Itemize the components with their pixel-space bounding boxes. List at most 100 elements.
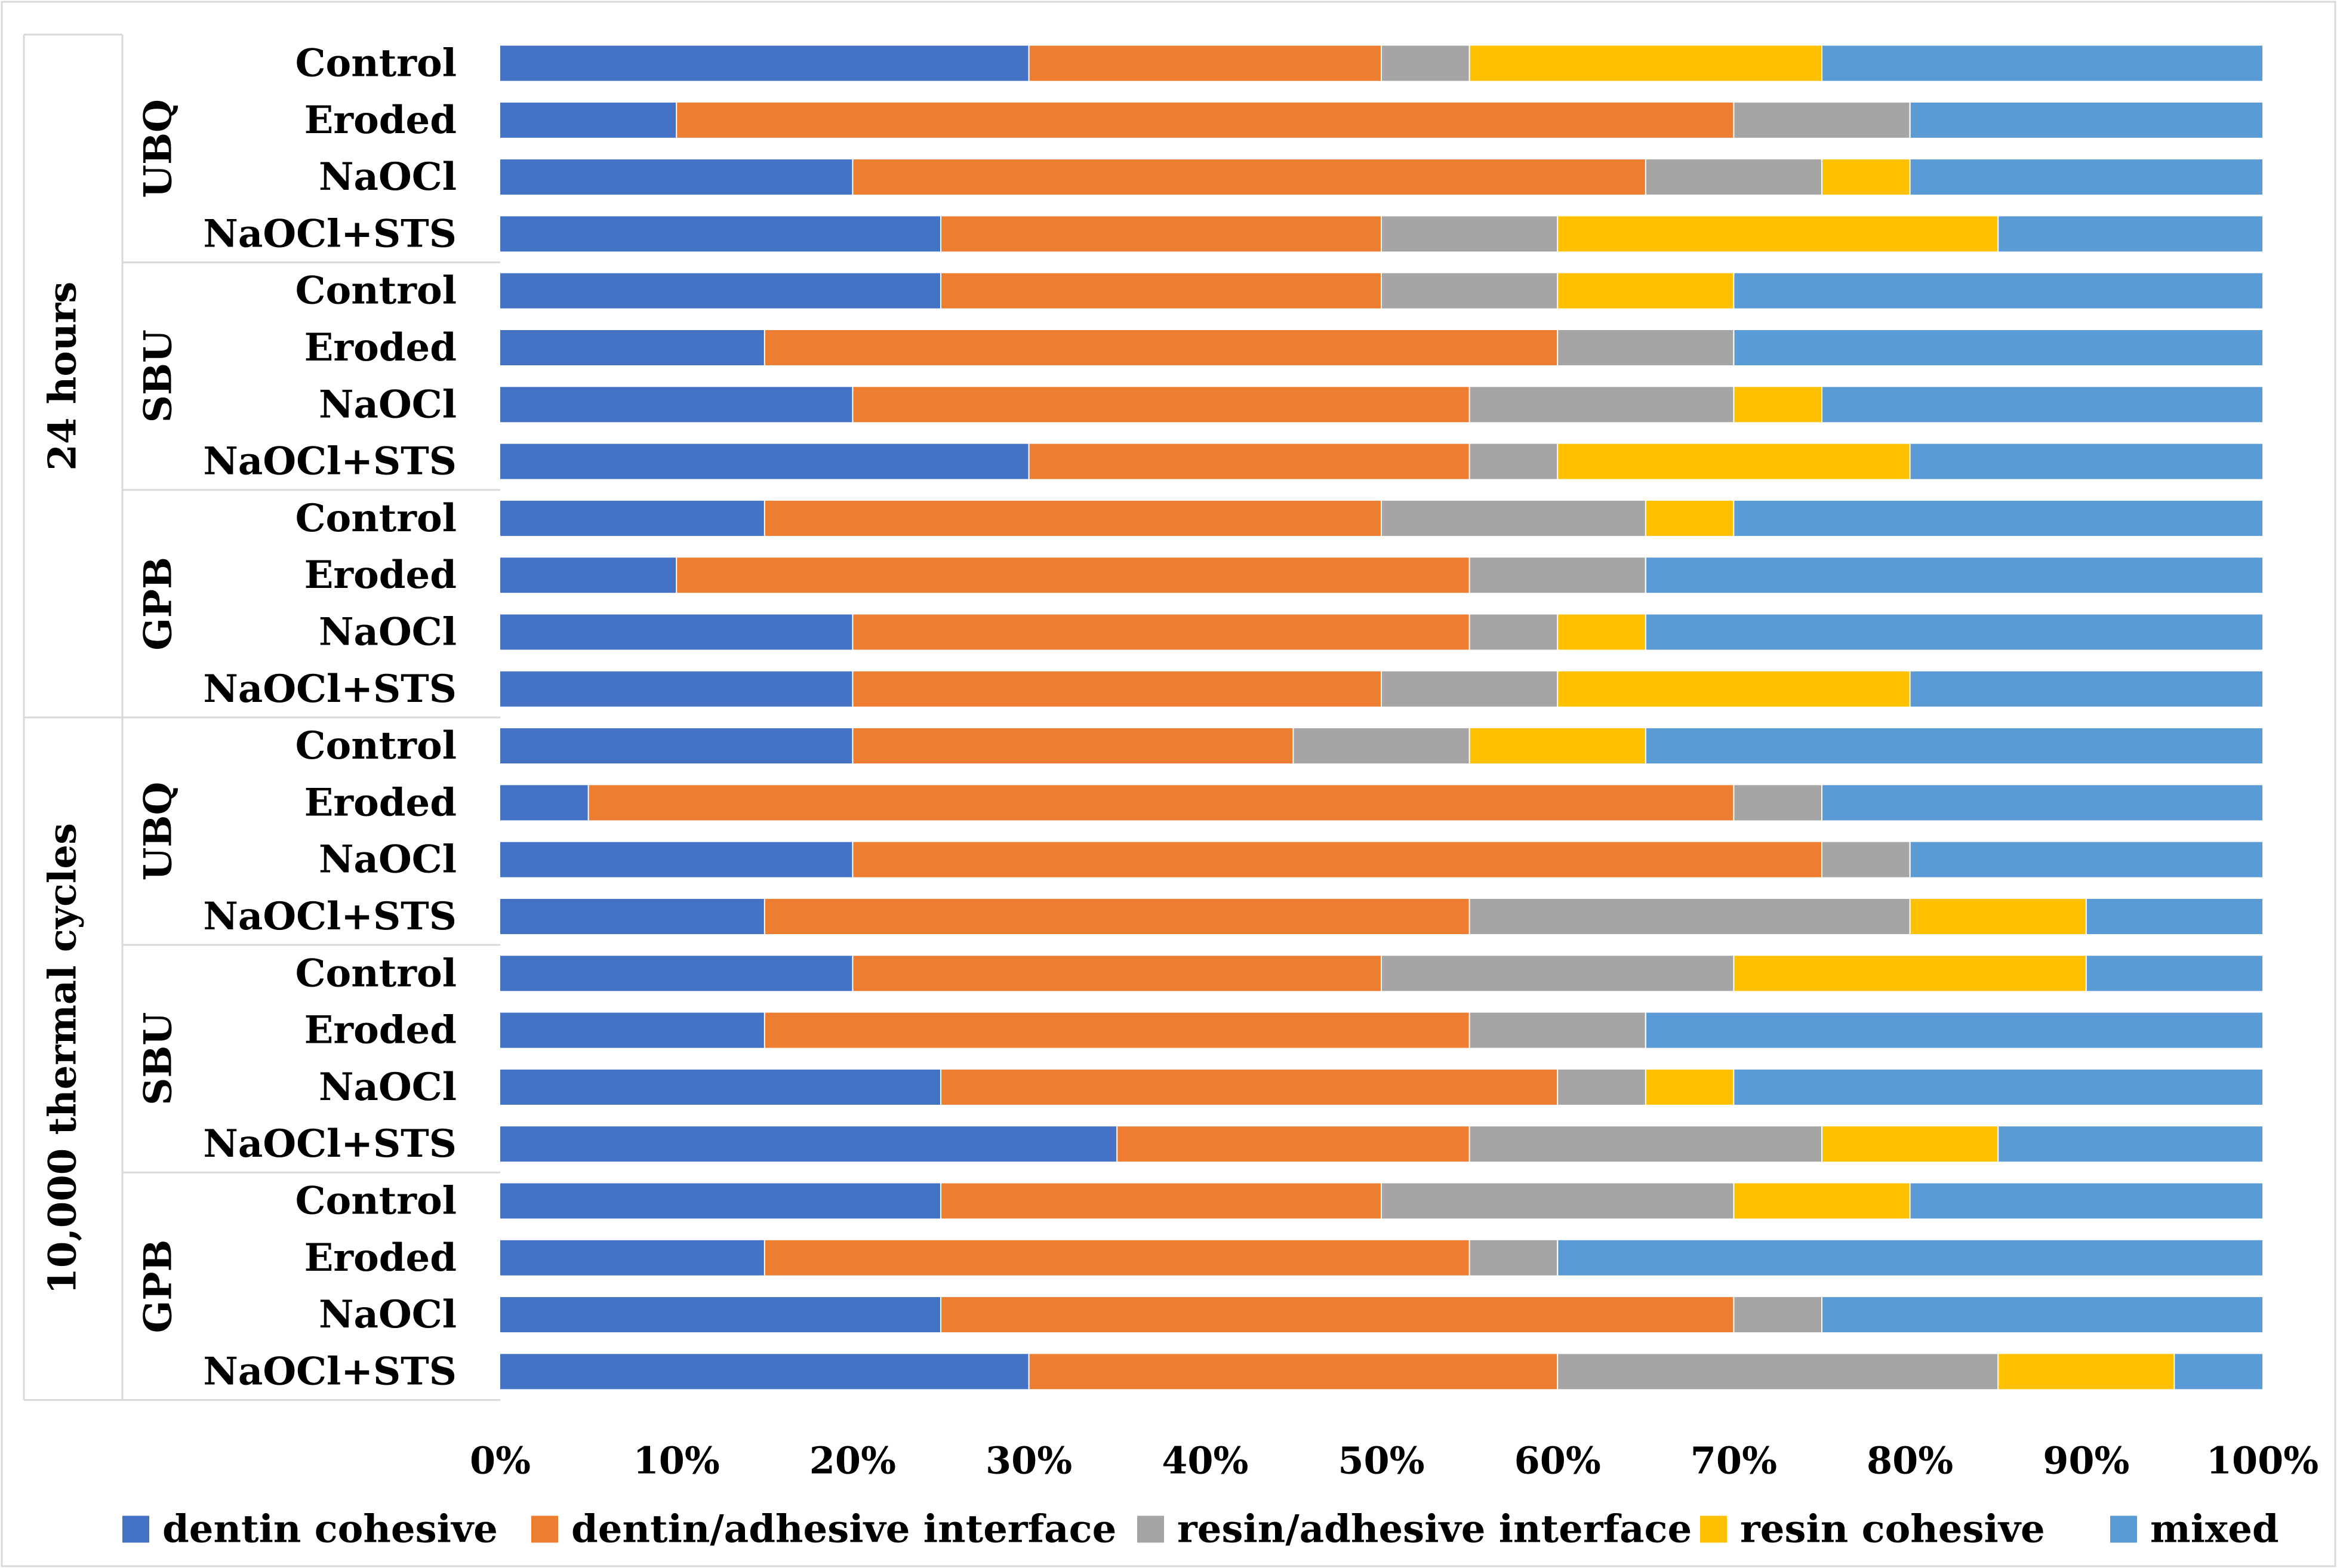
- bar-segment: [852, 842, 1822, 877]
- x-tick-label: 0%: [470, 1439, 531, 1483]
- category-label: Control: [295, 41, 457, 86]
- bar-segment: [1998, 1126, 2262, 1162]
- bar-segment: [941, 273, 1381, 309]
- category-label: NaOCl+STS: [203, 1122, 457, 1166]
- bar-segment: [1733, 102, 1910, 138]
- bar-segment: [1557, 273, 1734, 309]
- bar-segment: [1733, 330, 2262, 365]
- bar-segment: [1733, 1297, 1822, 1333]
- bar-segment: [1293, 728, 1470, 764]
- x-axis: 0% 10% 20% 30% 40% 50% 60% 70% 80% 90% 100%: [470, 1439, 2318, 1483]
- bar-segment: [1469, 1240, 1558, 1276]
- legend-swatch: [1700, 1515, 1727, 1543]
- bar-segment: [1645, 557, 2262, 593]
- bar-segment: [1645, 1012, 2262, 1048]
- bar-segment: [588, 785, 1734, 821]
- legend-swatch: [531, 1515, 558, 1543]
- bar-segment: [852, 956, 1381, 991]
- bar-segment: [500, 671, 853, 707]
- bar-segment: [1469, 557, 1646, 593]
- bar-segment: [1998, 216, 2262, 252]
- bar-segment: [1733, 785, 1822, 821]
- bar-segment: [500, 1240, 765, 1276]
- bar-segment: [500, 956, 853, 991]
- bar-segment: [1998, 1354, 2175, 1390]
- bar-segment: [1557, 1354, 1999, 1390]
- legend-label: resin cohesive: [1740, 1507, 2045, 1552]
- bar-segment: [1029, 45, 1381, 81]
- legend-label: dentin cohesive: [162, 1507, 498, 1552]
- bar-segment: [1733, 956, 2086, 991]
- bar-segment: [1645, 728, 2262, 764]
- bar-segment: [1733, 500, 2262, 536]
- bar-segment: [1469, 443, 1558, 479]
- bar-segment: [500, 1183, 941, 1219]
- bar-segment: [1733, 1069, 2262, 1105]
- bar-segment: [852, 614, 1470, 650]
- bar-segment: [1910, 102, 2262, 138]
- bar-segment: [500, 1126, 1117, 1162]
- bar-segment: [1822, 785, 2262, 821]
- bar-segment: [1557, 443, 1910, 479]
- x-tick-label: 100%: [2206, 1439, 2318, 1483]
- bar-segment: [500, 842, 853, 877]
- category-label: Eroded: [304, 553, 457, 597]
- bar-segment: [941, 1183, 1381, 1219]
- subgroup-label: SBU: [136, 329, 181, 423]
- bar-segment: [1469, 1012, 1646, 1048]
- bar-segment: [764, 1240, 1470, 1276]
- x-tick-label: 80%: [1867, 1439, 1953, 1483]
- bar-segment: [1381, 45, 1470, 81]
- bar-segment: [1029, 1354, 1558, 1390]
- bar-segment: [500, 102, 677, 138]
- bar-segment: [852, 728, 1294, 764]
- bar-segment: [1910, 1183, 2262, 1219]
- bar-segment: [500, 216, 941, 252]
- bar-segment: [1381, 500, 1646, 536]
- legend: dentin cohesive dentin/adhesive interface…: [122, 1507, 2279, 1552]
- category-label: NaOCl: [319, 1292, 457, 1337]
- bar-segment: [1645, 500, 1734, 536]
- bar-segment: [1910, 443, 2262, 479]
- category-label: Control: [295, 1179, 457, 1224]
- bar-segment: [500, 1012, 765, 1048]
- category-label: Control: [295, 269, 457, 313]
- bar-segment: [676, 557, 1470, 593]
- category-label: Control: [295, 951, 457, 996]
- bar-segment: [1733, 387, 1822, 423]
- bar-segment: [852, 671, 1381, 707]
- bar-segment: [764, 500, 1381, 536]
- bar-segment: [1822, 1126, 1999, 1162]
- bar-segment: [1557, 671, 1910, 707]
- bar-segment: [500, 785, 589, 821]
- bar-segment: [1910, 899, 2086, 934]
- bar-segment: [500, 159, 853, 195]
- bar-segment: [1557, 614, 1646, 650]
- category-label-table: Control Eroded NaOCl NaOCl+STS UBQ Control Ero…: [23, 33, 500, 1401]
- legend-swatch: [1137, 1515, 1164, 1543]
- bar-segment: [1117, 1126, 1470, 1162]
- bar-segment: [1557, 216, 1999, 252]
- bar-segment: [2086, 899, 2262, 934]
- bar-segment: [764, 330, 1558, 365]
- bar-segment: [1822, 45, 2262, 81]
- bar-segment: [1469, 1126, 1822, 1162]
- category-label: Eroded: [304, 98, 457, 143]
- x-tick-label: 30%: [986, 1439, 1072, 1483]
- bar-segment: [1822, 387, 2262, 423]
- subgroup-label: GPB: [136, 557, 181, 651]
- bar-segment: [941, 216, 1381, 252]
- x-tick-label: 40%: [1162, 1439, 1248, 1483]
- legend-label: mixed: [2150, 1507, 2279, 1552]
- category-label: Eroded: [304, 1008, 457, 1053]
- legend-label: dentin/adhesive interface: [571, 1507, 1116, 1552]
- x-tick-label: 90%: [2043, 1439, 2129, 1483]
- legend-swatch: [122, 1515, 149, 1543]
- category-label: NaOCl: [319, 1065, 457, 1110]
- bar-segment: [500, 899, 765, 934]
- bar-segment: [1469, 899, 1910, 934]
- category-label: Control: [295, 723, 457, 768]
- bar-segment: [500, 1354, 1029, 1390]
- bar-segment: [500, 728, 853, 764]
